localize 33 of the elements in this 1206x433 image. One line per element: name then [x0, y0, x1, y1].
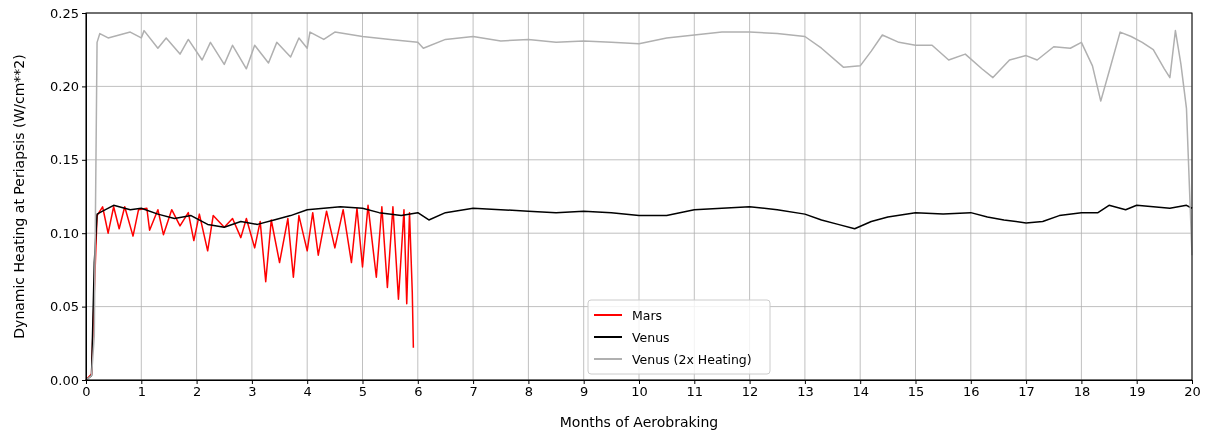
x-tick-label: 9	[580, 384, 589, 400]
x-tick-label: 5	[358, 384, 368, 400]
legend-label: Venus	[632, 329, 670, 345]
y-tick-label: 0.10	[50, 225, 79, 241]
x-tick-label: 3	[248, 384, 257, 400]
y-tick-label: 0.15	[50, 152, 79, 168]
x-tick-label: 18	[1073, 384, 1091, 400]
x-tick-label: 6	[414, 384, 423, 400]
x-tick-label: 19	[1128, 384, 1146, 400]
x-tick-label: 8	[524, 384, 534, 400]
x-tick-label: 13	[797, 384, 814, 400]
legend-label: Venus (2x Heating)	[632, 351, 752, 367]
x-tick-label: 10	[631, 384, 648, 400]
x-axis-title: Months of Aerobraking	[559, 414, 719, 430]
y-tick-label: 0.20	[50, 79, 79, 95]
y-tick-label: 0.25	[50, 5, 79, 21]
x-tick-label: 15	[907, 384, 925, 400]
x-tick-label: 0	[82, 384, 91, 400]
legend-label: Mars	[632, 307, 663, 323]
x-tick-label: 4	[303, 384, 312, 400]
line-series	[85, 204, 415, 381]
x-tick-label: 14	[852, 384, 869, 400]
x-tick-label: 1	[137, 384, 146, 400]
y-tick-label: 0.05	[50, 299, 79, 315]
x-tick-label: 2	[192, 384, 202, 400]
y-tick-label: 0.00	[50, 372, 79, 388]
x-tick-label: 20	[1184, 384, 1201, 400]
x-tick-label: 11	[686, 384, 704, 400]
x-tick-label: 16	[963, 384, 980, 400]
x-tick-label: 12	[741, 384, 759, 400]
x-tick-label: 17	[1018, 384, 1035, 400]
x-tick-label: 7	[469, 384, 478, 400]
y-axis-title: Dynamic Heating at Periapsis (W/cm**2)	[11, 54, 27, 339]
